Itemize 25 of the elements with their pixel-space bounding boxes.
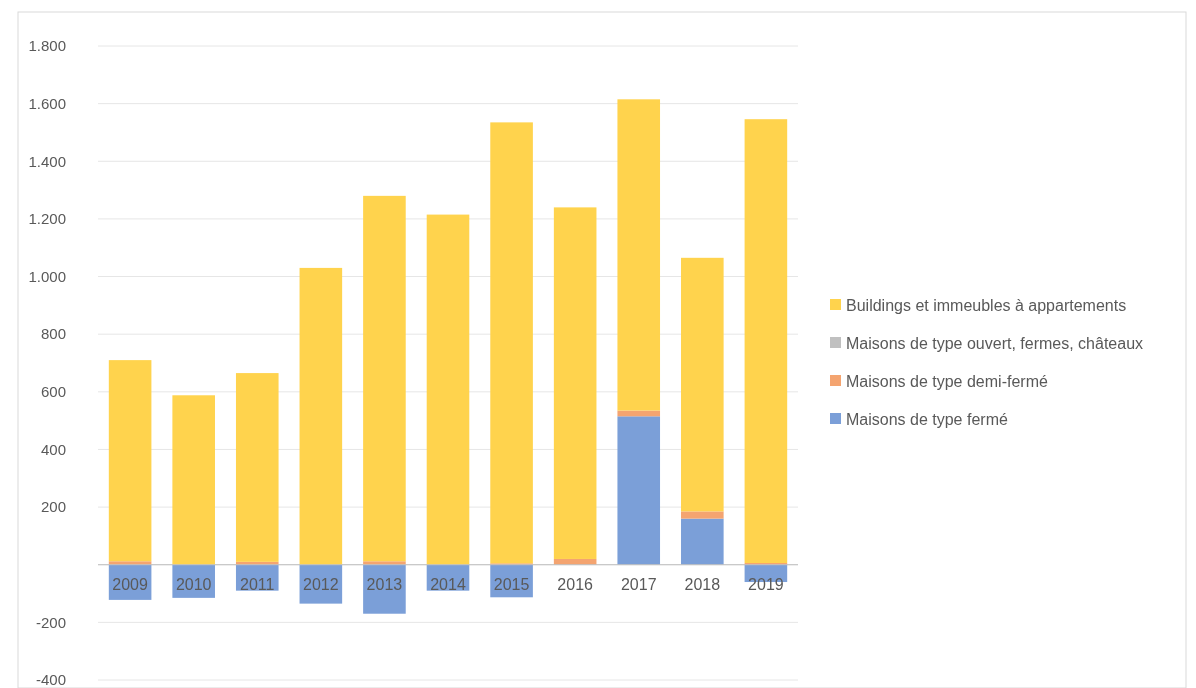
y-tick-label: -200 xyxy=(35,613,66,631)
legend-label: Maisons de type demi-fermé xyxy=(846,372,1048,390)
legend-label: Buildings et immeubles à appartements xyxy=(846,296,1127,314)
x-tick-label: 2010 xyxy=(175,575,212,593)
legend-label: Maisons de type fermé xyxy=(846,410,1008,428)
y-tick-label: 800 xyxy=(40,325,66,343)
y-tick-label: 1.000 xyxy=(28,267,66,285)
y-tick-label: 1.200 xyxy=(28,210,66,228)
x-tick-label: 2009 xyxy=(112,575,149,593)
y-tick-label: 200 xyxy=(40,498,66,516)
y-tick-label: 600 xyxy=(40,383,66,401)
y-tick-label: 400 xyxy=(40,440,66,458)
x-tick-label: 2012 xyxy=(303,575,339,593)
y-tick-label: 1.600 xyxy=(28,94,66,112)
x-tick-label: 2018 xyxy=(684,575,721,593)
x-tick-label: 2016 xyxy=(557,575,594,593)
y-tick-label: -400 xyxy=(35,671,66,688)
x-tick-label: 2017 xyxy=(620,575,657,593)
y-tick-label: 1.800 xyxy=(28,37,66,55)
x-tick-label: 2014 xyxy=(430,575,466,593)
x-tick-label: 2011 xyxy=(240,575,275,593)
y-tick-label: 1.400 xyxy=(28,152,66,170)
x-tick-label: 2015 xyxy=(493,575,530,593)
legend-label: Maisons de type ouvert, fermes, châteaux xyxy=(846,334,1144,352)
x-tick-label: 2013 xyxy=(366,575,403,593)
